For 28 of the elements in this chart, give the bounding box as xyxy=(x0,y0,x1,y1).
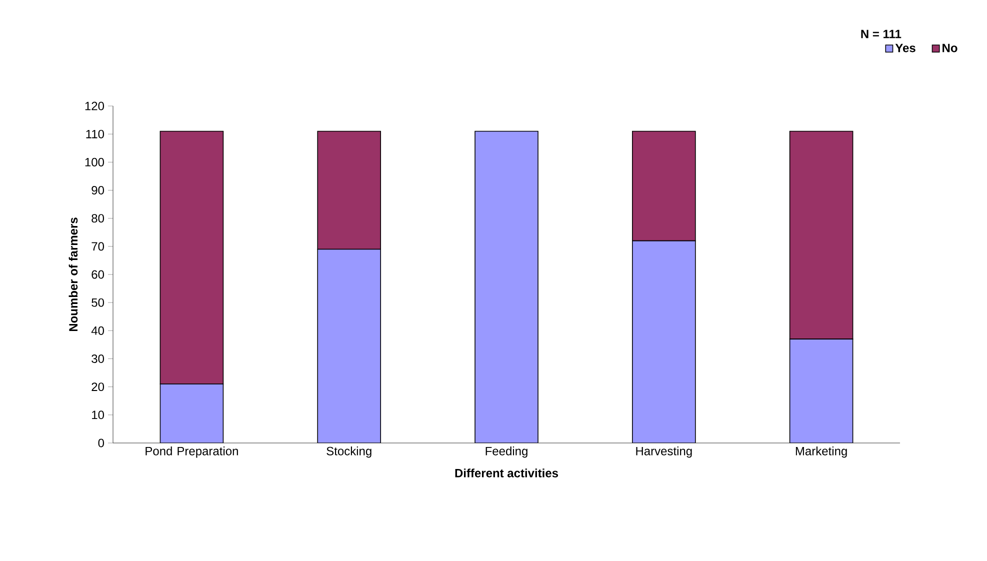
x-tick-label: Marketing xyxy=(796,446,847,458)
y-tick-label: 110 xyxy=(86,130,104,138)
bar xyxy=(160,384,224,443)
y-tick-label: 0 xyxy=(98,438,104,448)
y-tick-label: 30 xyxy=(92,354,104,363)
y-axis-title: Noumber of farmers xyxy=(68,218,78,332)
y-tick-label: 80 xyxy=(92,214,104,223)
y-tick-label: 70 xyxy=(92,242,104,251)
y-tick-label: 50 xyxy=(92,298,104,307)
legend-label: No xyxy=(942,44,958,52)
x-tick-label: Stocking xyxy=(326,446,372,458)
x-tick-label: Harvesting xyxy=(636,446,692,458)
y-tick-label: 10 xyxy=(92,410,104,420)
y-tick-label: 90 xyxy=(92,186,104,194)
bar xyxy=(789,338,854,443)
y-tick-label: 40 xyxy=(91,326,104,335)
y-tick-label: 100 xyxy=(85,158,104,166)
bar xyxy=(474,130,538,443)
legend-label: Yes xyxy=(895,44,916,52)
y-tick-label: 60 xyxy=(92,270,104,279)
text: N = 111 xyxy=(861,30,902,38)
bar xyxy=(317,248,382,443)
x-tick-label: Pond Preparation xyxy=(146,446,238,458)
y-tick-label: 120 xyxy=(85,102,104,110)
x-tick-label: Feeding xyxy=(486,446,528,458)
bar xyxy=(632,240,696,443)
y-tick-label: 20 xyxy=(92,382,104,392)
x-axis-title: Different activities xyxy=(455,468,558,478)
